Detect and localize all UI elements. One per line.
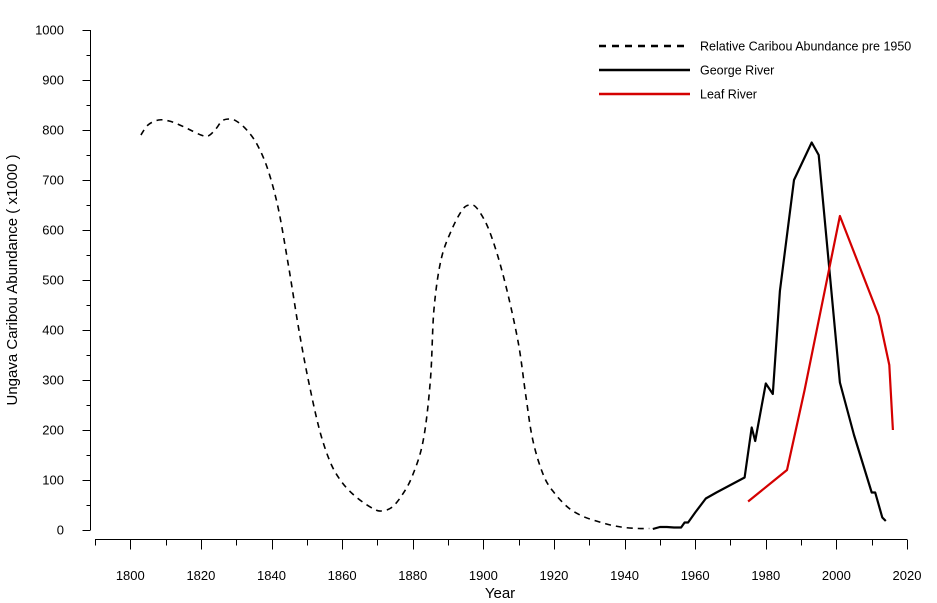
- x-tick-label: 1840: [257, 568, 286, 583]
- x-axis-title: Year: [485, 585, 515, 602]
- x-tick-label: 1880: [398, 568, 427, 583]
- legend-label: Leaf River: [700, 88, 757, 102]
- y-tick-label: 200: [42, 423, 64, 438]
- legend-label: Relative Caribou Abundance pre 1950: [700, 40, 911, 54]
- x-tick-label: 2020: [893, 568, 922, 583]
- x-tick-label: 1820: [186, 568, 215, 583]
- y-tick-label: 700: [42, 173, 64, 188]
- y-tick-label: 400: [42, 323, 64, 338]
- y-tick-label: 600: [42, 223, 64, 238]
- y-tick-label: 800: [42, 123, 64, 138]
- y-tick-label: 1000: [35, 23, 64, 38]
- y-tick-label: 100: [42, 473, 64, 488]
- y-tick-label: 900: [42, 73, 64, 88]
- x-tick-label: 1920: [539, 568, 568, 583]
- x-tick-label: 1940: [610, 568, 639, 583]
- x-tick-label: 1960: [681, 568, 710, 583]
- y-axis-title: Ungava Caribou Abundance ( x1000 ): [4, 154, 21, 405]
- y-tick-label: 500: [42, 273, 64, 288]
- x-tick-label: 1980: [751, 568, 780, 583]
- legend-label: George River: [700, 64, 774, 78]
- legend: Relative Caribou Abundance pre 1950 Georg…: [599, 40, 911, 102]
- x-tick-label: 1860: [328, 568, 357, 583]
- x-tick-label: 2000: [822, 568, 851, 583]
- series-line-george-river: [652, 141, 887, 531]
- series-layer: [140, 118, 894, 531]
- x-tick-label: 1900: [469, 568, 498, 583]
- series-line-relative-caribou-abundance-pre-1950: [140, 118, 650, 530]
- x-axis: 1800 1820 1840 1860 1880 1900 1920 1940 1960 1980…: [95, 539, 922, 583]
- y-tick-label: 300: [42, 373, 64, 388]
- series-line-leaf-river: [747, 214, 894, 503]
- y-tick-label: 0: [57, 523, 64, 538]
- y-axis: 0 100 200 300 400 500 600 700 800 900 1000: [35, 23, 91, 538]
- x-tick-label: 1800: [116, 568, 145, 583]
